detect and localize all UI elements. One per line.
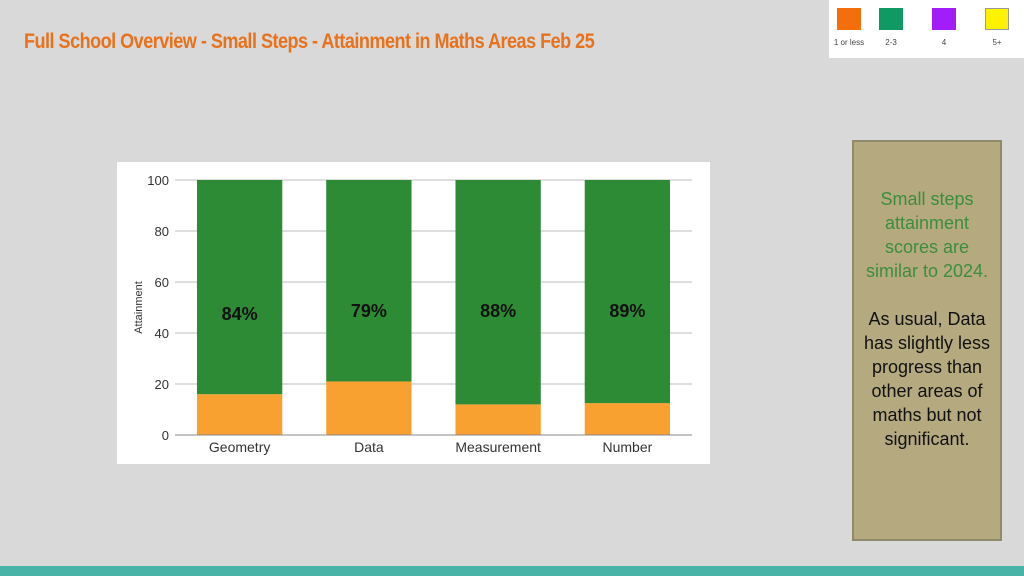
x-tick-label: Data	[354, 439, 384, 455]
notes-box: Small steps attainment scores are simila…	[852, 140, 1002, 541]
data-label: 79%	[351, 301, 387, 321]
chart-panel: 0 20 40 60 80 100 Attainment 84% Geometry 79% Data…	[117, 162, 710, 464]
y-tick-label: 20	[155, 377, 169, 392]
legend-swatch	[879, 8, 903, 30]
y-axis-label: Attainment	[133, 281, 145, 334]
bar-segment	[326, 180, 412, 382]
legend-swatch	[985, 8, 1009, 30]
y-tick-label: 80	[155, 224, 169, 239]
x-tick-label: Number	[602, 439, 652, 455]
legend: 1 or less 2-3 4 5+	[829, 0, 1024, 58]
x-tick-label: Measurement	[455, 439, 541, 455]
data-label: 89%	[609, 301, 645, 321]
legend-item: 5+	[977, 8, 1017, 47]
bar-segment	[326, 381, 412, 435]
data-label: 84%	[222, 304, 258, 324]
y-tick-label: 100	[147, 173, 169, 188]
bar-segment	[584, 180, 671, 404]
legend-item: 2-3	[871, 8, 911, 47]
legend-swatch	[932, 8, 956, 30]
note-summary: Small steps attainment scores are simila…	[865, 189, 989, 281]
attainment-chart: 0 20 40 60 80 100 Attainment 84% Geometry 79% Data…	[133, 173, 692, 455]
bar-segment	[455, 180, 541, 405]
y-tick-label: 60	[155, 275, 169, 290]
footer-bar	[0, 566, 1024, 576]
legend-item: 1 or less	[829, 8, 869, 47]
bar-segment	[196, 394, 283, 435]
legend-item: 4	[924, 8, 964, 47]
slide-title: Full School Overview - Small Steps - Att…	[24, 30, 595, 53]
bar-segment	[455, 404, 541, 435]
legend-label: 2-3	[885, 38, 897, 47]
y-tick-label: 40	[155, 326, 169, 341]
bar-segment	[584, 403, 671, 435]
legend-label: 5+	[992, 38, 1002, 47]
x-tick-label: Geometry	[209, 439, 270, 455]
legend-label: 1 or less	[833, 38, 865, 47]
y-tick-label: 0	[162, 428, 169, 443]
legend-label: 4	[941, 38, 947, 47]
bar-segment	[196, 180, 283, 395]
note-detail: As usual, Data has slightly less progres…	[863, 309, 991, 449]
data-label: 88%	[480, 301, 516, 321]
legend-swatch	[837, 8, 861, 30]
